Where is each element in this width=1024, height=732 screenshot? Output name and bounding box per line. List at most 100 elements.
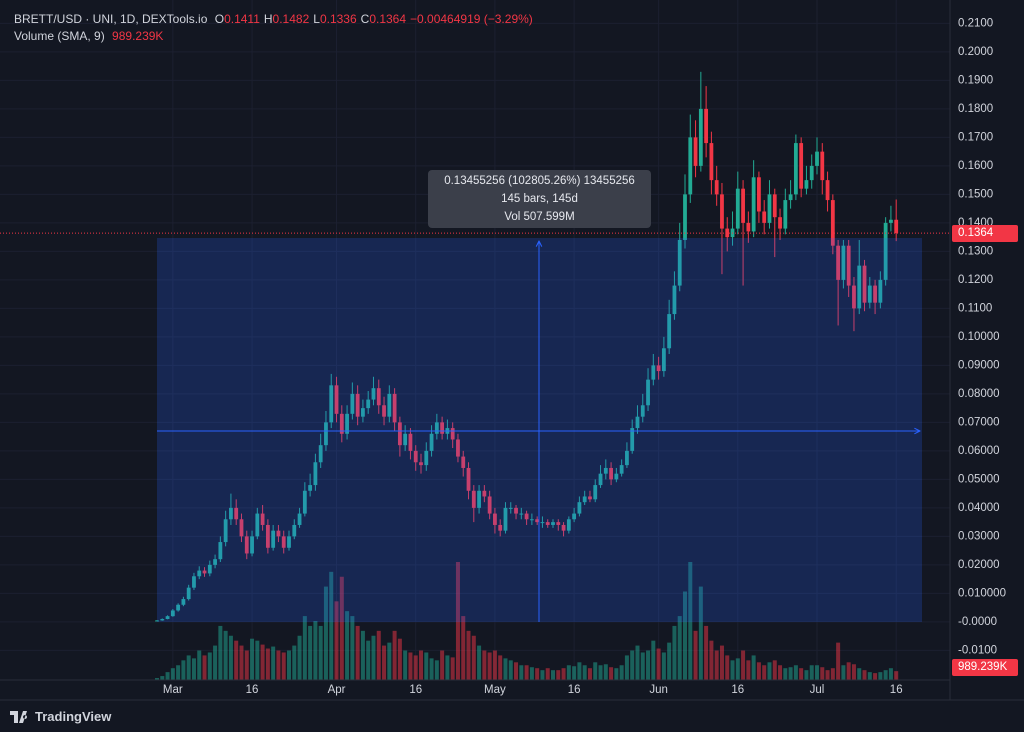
ohlc-value: 0.1364	[369, 12, 407, 26]
volume-bar	[888, 668, 893, 680]
x-tick-label: May	[484, 684, 506, 696]
candle-body	[197, 570, 202, 577]
volume-bar	[292, 645, 297, 680]
volume-bar	[424, 652, 429, 680]
volume-bar	[339, 576, 344, 680]
candle-body	[857, 265, 862, 309]
candle-body	[772, 194, 777, 218]
volume-bar	[482, 650, 487, 680]
volume-bar	[197, 650, 202, 680]
candle-body	[160, 619, 165, 621]
candle-body	[281, 536, 286, 548]
volume-bar	[255, 640, 260, 680]
volume-bar	[672, 625, 677, 680]
candle-body	[419, 462, 423, 466]
candle-body	[361, 408, 365, 417]
volume-bar	[614, 668, 619, 680]
volume-bar	[756, 662, 761, 680]
candle-body	[514, 507, 518, 514]
volume-bar	[186, 655, 191, 680]
candle-body	[292, 524, 297, 537]
x-tick-label: 16	[246, 684, 259, 696]
candle-body	[371, 388, 376, 400]
brand-name: TradingView	[35, 709, 112, 724]
candle-body	[883, 222, 888, 280]
volume-bar	[207, 652, 212, 680]
candle-body	[239, 519, 244, 537]
volume-bar	[408, 652, 413, 680]
volume-bar	[809, 665, 814, 680]
candle-body	[609, 467, 613, 480]
volume-bar	[413, 655, 418, 680]
candle-body	[498, 524, 503, 531]
y-tick-label: 0.1300	[958, 245, 993, 257]
candle-body	[735, 188, 740, 229]
candle-body	[540, 522, 545, 524]
y-tick-label: 0.09000	[958, 359, 1000, 371]
volume-bar	[693, 630, 698, 680]
volume-bar	[825, 670, 830, 680]
y-tick-label: 0.1500	[958, 188, 993, 200]
ohlc-value: 0.1482	[272, 12, 310, 26]
volume-bar	[714, 650, 719, 680]
volume-bar	[334, 601, 339, 680]
candle-body	[725, 228, 730, 238]
candle-body	[709, 143, 714, 181]
volume-bar	[540, 670, 545, 680]
volume-bar	[461, 616, 466, 680]
candle-body	[366, 399, 371, 409]
y-tick-label: 0.04000	[958, 502, 1000, 514]
y-tick-label: 0.05000	[958, 473, 1000, 485]
candle-body	[878, 279, 883, 303]
candle-body	[714, 180, 719, 195]
candle-body	[440, 422, 445, 434]
volume-bar	[429, 658, 434, 680]
candle-body	[635, 416, 640, 429]
volume-bar	[804, 670, 809, 680]
volume-bar	[445, 655, 450, 680]
candle-body	[767, 194, 772, 223]
candle-body	[271, 530, 276, 548]
ohlc-legend: BRETT/USD · UNI, 1D, DEXTools.io O0.1411…	[14, 12, 537, 26]
candle-body	[683, 194, 687, 240]
candle-body	[646, 379, 650, 406]
candle-body	[487, 496, 492, 514]
candle-body	[603, 467, 608, 474]
candle-body	[720, 194, 724, 229]
y-tick-label: 0.2100	[958, 17, 993, 29]
volume-bar	[434, 660, 439, 680]
volume-bar	[709, 640, 714, 680]
candle-body	[192, 576, 196, 588]
volume-bar	[503, 658, 508, 680]
volume-bar	[366, 640, 371, 680]
candle-body	[376, 388, 381, 406]
volume-bar	[725, 655, 730, 680]
candle-body	[873, 285, 877, 303]
ohlc-label: L	[313, 12, 320, 26]
volume-bar	[514, 662, 519, 680]
candle-body	[339, 413, 344, 434]
candle-body	[218, 542, 223, 560]
candle-body	[556, 522, 561, 525]
candle-body	[704, 108, 709, 144]
candle-body	[809, 165, 814, 181]
candle-body	[345, 413, 349, 434]
candle-body	[223, 519, 228, 543]
candle-body	[308, 485, 313, 491]
volume-bar	[883, 670, 888, 680]
volume-bar	[228, 635, 233, 680]
y-tick-label: 0.06000	[958, 445, 1000, 457]
volume-bar	[762, 665, 767, 680]
candle-body	[276, 530, 281, 537]
volume-bar	[350, 616, 355, 680]
x-tick-label: 16	[409, 684, 422, 696]
candle-body	[762, 211, 767, 223]
candle-body	[598, 473, 603, 486]
candle-body	[450, 428, 455, 440]
candle-body	[661, 348, 666, 372]
ohlc-label: H	[263, 12, 273, 26]
candle-body	[508, 507, 513, 509]
candle-body	[334, 385, 339, 414]
candle-body	[302, 490, 307, 514]
